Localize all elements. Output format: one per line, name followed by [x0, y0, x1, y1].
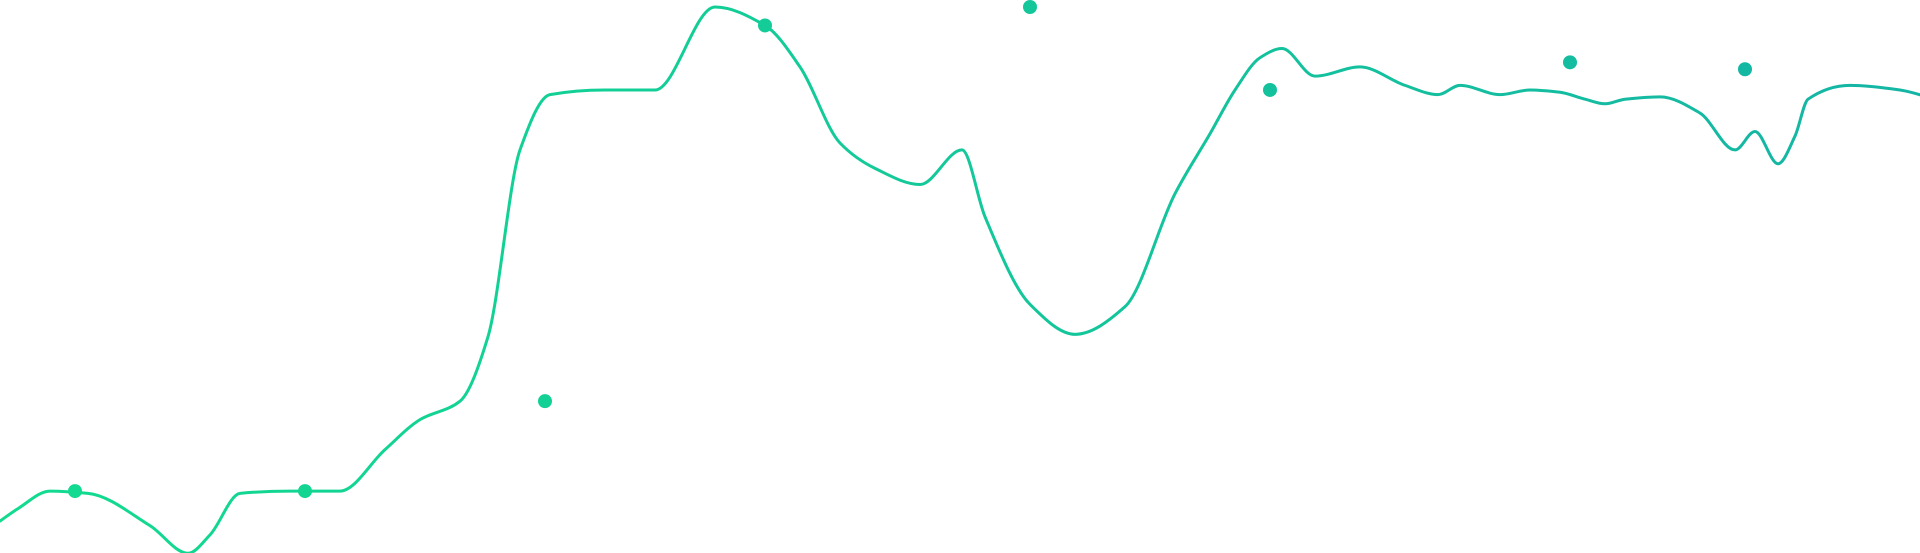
- data-point-marker-5[interactable]: [1023, 0, 1037, 14]
- series-layer: [0, 5, 1920, 553]
- marker-layer: [68, 0, 1752, 499]
- data-point-marker-7[interactable]: [1563, 55, 1577, 70]
- series-line: [0, 5, 1920, 553]
- data-point-marker-6[interactable]: [1263, 82, 1277, 97]
- data-point-marker-2[interactable]: [298, 484, 312, 499]
- data-point-marker-1[interactable]: [68, 484, 82, 499]
- data-point-marker-8[interactable]: [1738, 62, 1752, 77]
- data-point-marker-3[interactable]: [538, 394, 552, 409]
- data-point-marker-4[interactable]: [758, 18, 772, 33]
